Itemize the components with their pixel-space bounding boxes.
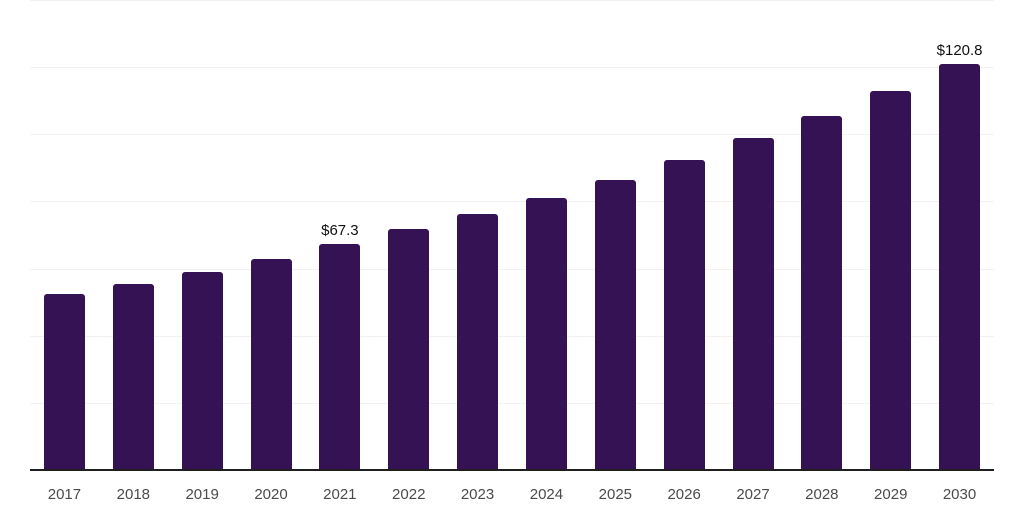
- bar-2021: [319, 244, 361, 470]
- bar-2023: [457, 214, 499, 470]
- bar-2024: [525, 198, 567, 470]
- data-label-2030: $120.8: [936, 42, 983, 59]
- gridline-20: [30, 403, 994, 404]
- x-tick-2020: 2020: [254, 486, 288, 503]
- bar-2025: [594, 180, 636, 470]
- gridline-100: [30, 134, 994, 135]
- bar-2029: [870, 91, 912, 470]
- bar-2020: [250, 259, 292, 470]
- x-tick-2018: 2018: [116, 486, 151, 503]
- gridline-40: [30, 336, 994, 337]
- bar-2019: [181, 272, 223, 470]
- bar-2022: [388, 229, 430, 470]
- gridline-120: [30, 67, 994, 68]
- bar-2030: [939, 64, 981, 470]
- x-tick-2025: 2025: [598, 486, 633, 503]
- x-tick-2019: 2019: [185, 486, 219, 503]
- gridline-60: [30, 269, 994, 270]
- gridline-140: [30, 0, 994, 1]
- bar-2018: [112, 284, 154, 470]
- bar-2017: [43, 294, 85, 470]
- x-tick-2030: 2030: [942, 486, 977, 503]
- x-tick-2017: 2017: [47, 486, 82, 503]
- bar-2026: [663, 160, 705, 470]
- bar-2028: [801, 116, 843, 470]
- data-label-2021: $67.3: [321, 222, 359, 239]
- x-tick-2023: 2023: [460, 486, 495, 503]
- x-tick-2024: 2024: [529, 486, 564, 503]
- x-tick-2026: 2026: [667, 486, 701, 503]
- plot-area: $67.3 $120.8: [30, 0, 994, 471]
- x-tick-2022: 2022: [392, 486, 426, 503]
- x-tick-2029: 2029: [874, 486, 908, 503]
- x-tick-2021: 2021: [323, 486, 357, 503]
- bar-2027: [732, 138, 774, 470]
- gridline-80: [30, 201, 994, 202]
- x-axis-line: [30, 469, 994, 471]
- x-tick-2027: 2027: [736, 486, 770, 503]
- x-tick-2028: 2028: [805, 486, 839, 503]
